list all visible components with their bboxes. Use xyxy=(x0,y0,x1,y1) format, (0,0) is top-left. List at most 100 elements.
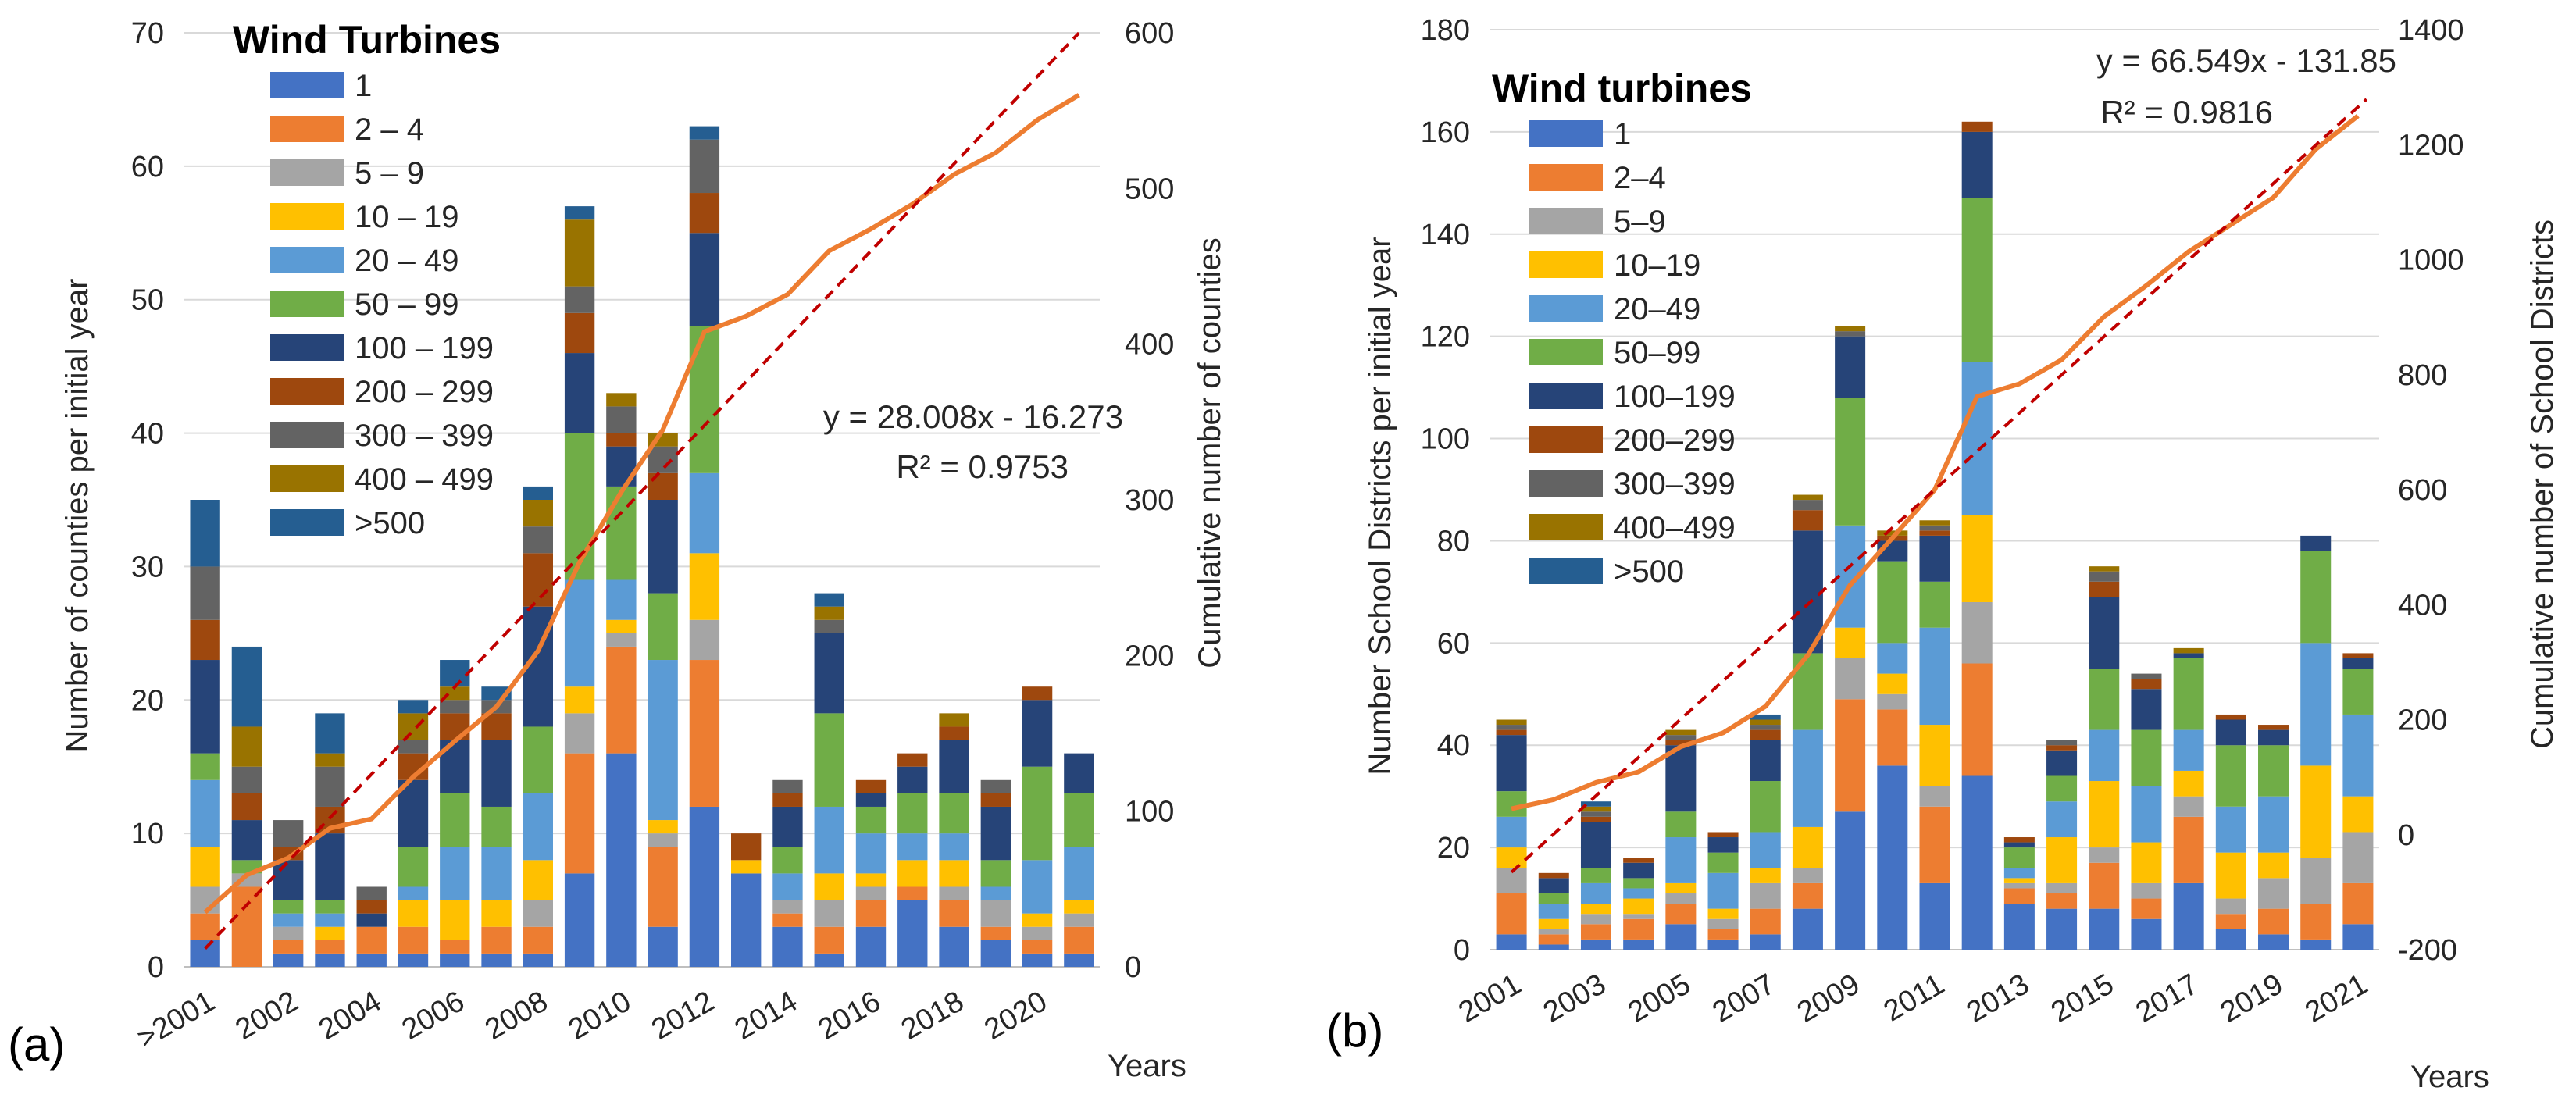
panel-b-bar-segment xyxy=(1835,331,1866,337)
panel-b-bar-segment xyxy=(2215,914,2246,929)
panel-b-bar-segment xyxy=(1961,121,1993,132)
panel-a-bar-segment xyxy=(398,900,429,927)
panel-a-bar-segment xyxy=(939,726,969,740)
panel-b-bar-segment xyxy=(1496,719,1527,726)
panel-b-legend-label: 5–9 xyxy=(1614,205,1666,239)
panel-a-bar-segment xyxy=(564,286,595,313)
panel-a-bar-segment xyxy=(315,753,345,767)
panel-b-bar-segment xyxy=(2046,745,2078,751)
panel-a-bar-segment xyxy=(273,900,304,914)
panel-a-bar-segment xyxy=(689,472,720,554)
panel-b-bar-segment xyxy=(1750,934,1781,950)
panel-b-bar-segment xyxy=(1750,729,1781,740)
panel-b-bar-segment xyxy=(2131,673,2162,679)
panel-a-bar-segment xyxy=(689,326,720,473)
panel-a-xtick-label: 2004 xyxy=(313,985,387,1046)
panel-a-bar-segment xyxy=(523,793,553,861)
panel-a-bar-segment xyxy=(356,900,387,914)
panel-a-bar-segment xyxy=(1064,847,1094,900)
panel-b-bar-segment xyxy=(1919,530,1950,536)
panel-b-bar-segment xyxy=(2131,689,2162,730)
panel-b-legend-label: 2–4 xyxy=(1614,161,1666,195)
panel-b-bar-segment xyxy=(2173,796,2204,817)
panel-b-bar-segment xyxy=(2215,719,2246,746)
panel-a-bar-segment xyxy=(980,793,1011,807)
panel-b-bar-segment xyxy=(1792,494,1823,501)
panel-b-bar-segment xyxy=(1623,878,1654,889)
panel-a-bar-segment xyxy=(772,779,803,793)
panel-b-bar-segment xyxy=(2342,714,2374,797)
panel-a-bar-segment xyxy=(190,566,220,620)
panel-b-bar-segment xyxy=(2215,806,2246,853)
panel-b-xtick-label: 2015 xyxy=(2046,968,2119,1029)
panel-b-legend-label: 10–19 xyxy=(1614,248,1700,283)
panel-b-trendline-segment xyxy=(1510,98,2368,874)
panel-b-bar-segment xyxy=(1919,525,1950,531)
panel-a-legend-swatch xyxy=(270,422,344,448)
panel-b-cumulative-line xyxy=(1511,114,2360,811)
panel-a-bar-segment xyxy=(356,926,387,954)
panel-b-bar-segment xyxy=(2258,729,2289,746)
panel-b-bar-segment xyxy=(1580,822,1611,868)
panel-b-bar-segment xyxy=(1750,740,1781,782)
panel-b-legend-swatch xyxy=(1529,120,1603,147)
panel-b-bar-segment xyxy=(1580,816,1611,822)
panel-b-y2tick-label: 600 xyxy=(2398,474,2447,507)
panel-b-bar-segment xyxy=(1919,535,1950,582)
panel-a-legend-label: 400 – 499 xyxy=(355,462,494,497)
panel-a-bar-segment xyxy=(481,900,512,927)
panel-b-bar-segment xyxy=(1665,904,1697,925)
panel-a-legend-label: 20 – 49 xyxy=(355,244,458,278)
panel-b-bar-segment xyxy=(1877,530,1908,536)
panel-b-bar-segment xyxy=(1792,908,1823,950)
panel-b-bar-segment xyxy=(2089,908,2120,950)
panel-a-bar-segment xyxy=(731,873,762,967)
panel-a-bar-segment xyxy=(814,926,844,954)
panel-a-bar-segment xyxy=(315,713,345,754)
panel-b-legend-title: Wind turbines xyxy=(1492,66,1752,110)
panel-b-bar-segment xyxy=(1496,729,1527,736)
panel-a-ytick-label: 50 xyxy=(131,284,164,317)
panel-a-bar-segment xyxy=(980,860,1011,887)
panel-a-bar-segment xyxy=(356,913,387,927)
panel-b-bar-segment xyxy=(1750,781,1781,833)
panel-a-bar-segment xyxy=(855,873,887,887)
panel-a-legend-swatch xyxy=(270,72,344,98)
panel-b-bar-segment xyxy=(1961,198,1993,362)
panel-a-bar-segment xyxy=(1064,926,1094,954)
panel-b-bar-segment xyxy=(2342,796,2374,833)
panel-b-bar-segment xyxy=(1538,904,1569,919)
panel-a-bar-segment xyxy=(523,553,553,607)
panel-a-bar-segment xyxy=(398,926,429,954)
panel-a-bar-segment xyxy=(440,940,470,954)
panel-a-xtick-label: >2001 xyxy=(132,985,220,1055)
panel-a-xlabel: Years xyxy=(1108,1049,1186,1083)
panel-b-bar-segment xyxy=(1580,806,1611,812)
panel-a-legend-label: 10 – 19 xyxy=(355,200,458,234)
panel-b-bar-segment xyxy=(1665,882,1697,894)
panel-a-bar-segment xyxy=(606,433,637,447)
panel-b-bar-segment xyxy=(1538,872,1569,879)
panel-b-bar-segment xyxy=(2089,781,2120,848)
panel-b-legend-swatch xyxy=(1529,558,1603,584)
panel-b-bar-segment xyxy=(1835,627,1866,658)
panel-b-bar-segment xyxy=(1750,882,1781,909)
panel-b-bar-segment xyxy=(1707,852,1739,873)
panel-b-legend-swatch xyxy=(1529,339,1603,365)
panel-b-bar-segment xyxy=(1750,908,1781,935)
panel-b-xlabel: Years xyxy=(2410,1060,2489,1094)
panel-b-bar-segment xyxy=(2046,882,2078,894)
panel-b-bar-segment xyxy=(2131,842,2162,883)
panel-b-bar-segment xyxy=(2300,858,2332,904)
panel-a-bar-segment xyxy=(523,953,553,967)
panel-b-bar-segment xyxy=(2003,878,2035,883)
panel-b-bar-segment xyxy=(2089,729,2120,782)
panel-a-bar-segment xyxy=(190,500,220,567)
panel-b-bar-segment xyxy=(1707,918,1739,929)
panel-a-bar-segment xyxy=(897,900,928,967)
panel-a-bar-segment xyxy=(315,940,345,954)
panel-b-bar-segment xyxy=(2046,775,2078,802)
panel-b-bar-segment xyxy=(1538,944,1569,950)
panel-b-bar-segment xyxy=(2215,929,2246,950)
panel-a-legend-swatch xyxy=(270,159,344,186)
